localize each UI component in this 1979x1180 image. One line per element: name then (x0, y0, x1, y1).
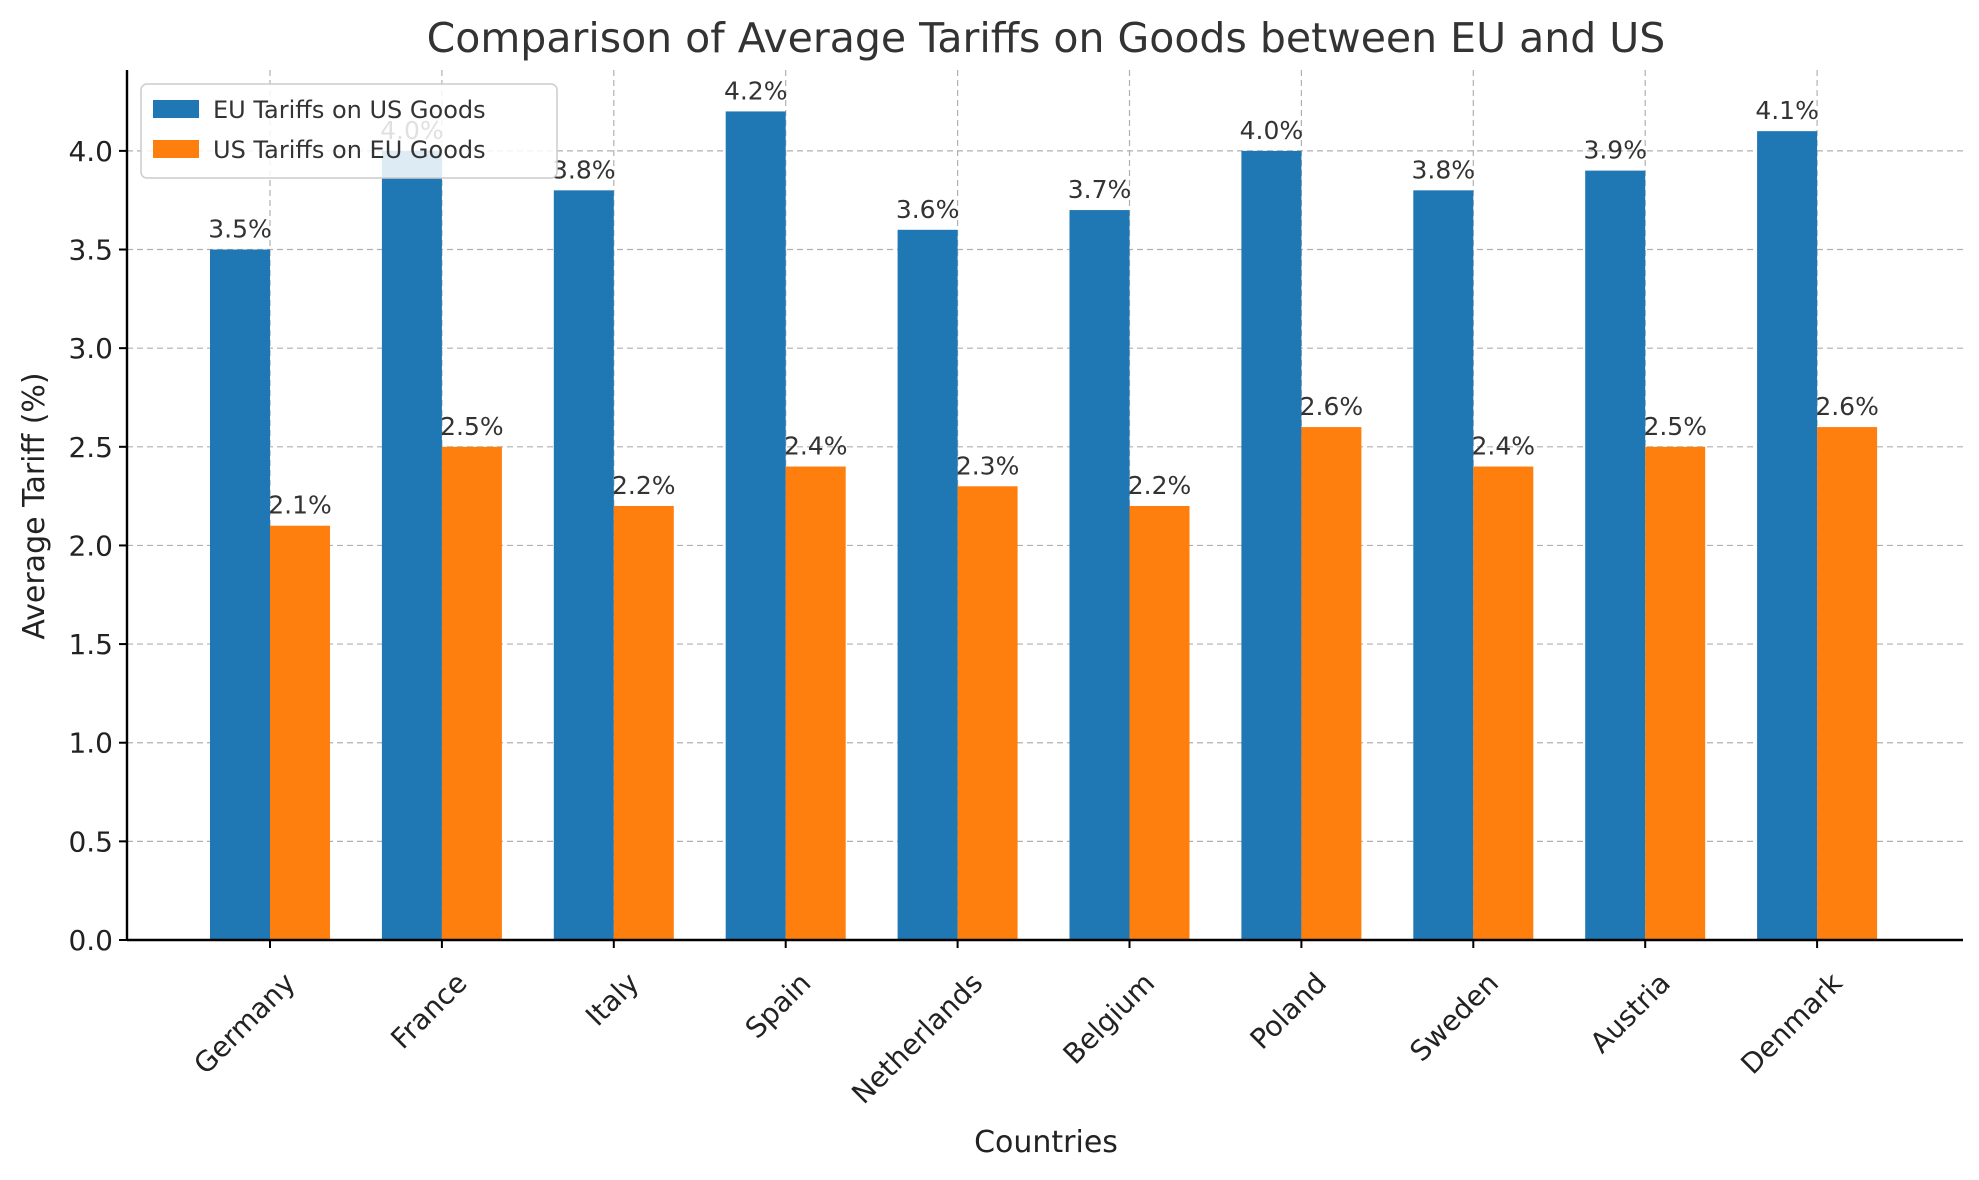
y-tick-label: 2.5 (68, 431, 113, 464)
x-tick-label: Sweden (1403, 966, 1505, 1068)
eu-tariff-value-label: 3.6% (896, 195, 960, 224)
eu-tariff-bar (725, 111, 786, 940)
us-tariff-value-label: 2.3% (956, 451, 1020, 480)
us-tariff-bar (613, 505, 674, 940)
us-tariff-value-label: 2.6% (1815, 392, 1879, 421)
us-tariff-value-label: 2.1% (268, 491, 332, 520)
eu-tariff-bar (1069, 210, 1130, 941)
eu-tariff-bar (897, 229, 958, 941)
us-tariff-bar (1473, 466, 1534, 940)
us-tariff-bar (270, 525, 330, 940)
eu-tariff-value-label: 4.0% (1240, 116, 1304, 145)
us-tariff-value-label: 2.5% (1643, 412, 1707, 441)
eu-tariff-bar (210, 249, 270, 940)
us-tariff-bar (1301, 427, 1362, 940)
eu-tariff-value-label: 3.8% (552, 155, 616, 184)
us-tariff-value-label: 2.4% (1472, 432, 1536, 461)
eu-tariff-value-label: 3.7% (1068, 175, 1132, 204)
axes (125, 70, 1963, 942)
legend: EU Tariffs on US Goods US Tariffs on EU G… (140, 83, 558, 179)
x-tick-label: Netherlands (845, 966, 989, 1110)
y-tick-label: 4.0 (68, 135, 113, 168)
data-labels: 3.5%4.0%3.8%4.2%3.6%3.7%4.0%3.8%3.9%4.1%… (208, 76, 1879, 519)
legend-box (140, 83, 558, 179)
y-tick-label: 0.5 (68, 825, 113, 858)
y-tick-label: 3.0 (68, 332, 113, 365)
x-tick-label: Poland (1244, 966, 1333, 1055)
x-tick-label: Germany (187, 966, 301, 1080)
x-tick-label: France (384, 966, 473, 1055)
eu-tariff-bar (1413, 190, 1474, 940)
us-tariff-bar (1129, 505, 1190, 940)
eu-tariff-bar (553, 190, 614, 940)
eu-tariff-bar (381, 150, 442, 941)
us-tariff-value-label: 2.4% (784, 432, 848, 461)
x-tick-label: Austria (1584, 966, 1677, 1059)
x-tick-label: Denmark (1734, 966, 1849, 1081)
x-tick-label: Spain (739, 966, 818, 1045)
legend-label-eu: EU Tariffs on US Goods (213, 96, 486, 124)
x-tick-label: Italy (579, 966, 645, 1032)
eu-tariff-bar (1241, 150, 1302, 941)
eu-tariff-bar (1757, 131, 1818, 940)
us-tariff-bar (441, 446, 502, 940)
y-axis-title: Average Tariff (%) (17, 372, 52, 639)
chart-title: Comparison of Average Tariffs on Goods b… (427, 14, 1666, 62)
eu-tariff-value-label: 4.1% (1755, 96, 1819, 125)
y-tick-label: 0.0 (68, 924, 113, 957)
eu-tariff-value-label: 4.2% (724, 76, 788, 105)
y-tick-label: 1.0 (68, 727, 113, 760)
legend-swatch-us (153, 140, 199, 158)
us-tariff-value-label: 2.2% (612, 471, 676, 500)
x-tick-label: Belgium (1057, 966, 1162, 1071)
eu-tariff-bar (1585, 170, 1646, 940)
eu-tariff-value-label: 3.5% (208, 215, 272, 244)
x-axis-title: Countries (974, 1125, 1118, 1160)
us-tariff-value-label: 2.6% (1300, 392, 1364, 421)
eu-tariff-value-label: 3.8% (1412, 155, 1476, 184)
us-tariff-bar (1645, 446, 1706, 940)
eu-tariff-value-label: 3.9% (1583, 136, 1647, 165)
y-tick-label: 3.5 (68, 234, 113, 267)
legend-label-us: US Tariffs on EU Goods (213, 136, 486, 164)
legend-swatch-eu (153, 100, 199, 118)
y-tick-label: 2.0 (68, 529, 113, 562)
bars (210, 111, 1878, 941)
us-tariff-value-label: 2.2% (1128, 471, 1192, 500)
us-tariff-bar (785, 466, 846, 940)
y-tick-label: 1.5 (68, 628, 113, 661)
us-tariff-value-label: 2.5% (440, 412, 504, 441)
us-tariff-bar (957, 486, 1018, 940)
us-tariff-bar (1817, 427, 1878, 940)
